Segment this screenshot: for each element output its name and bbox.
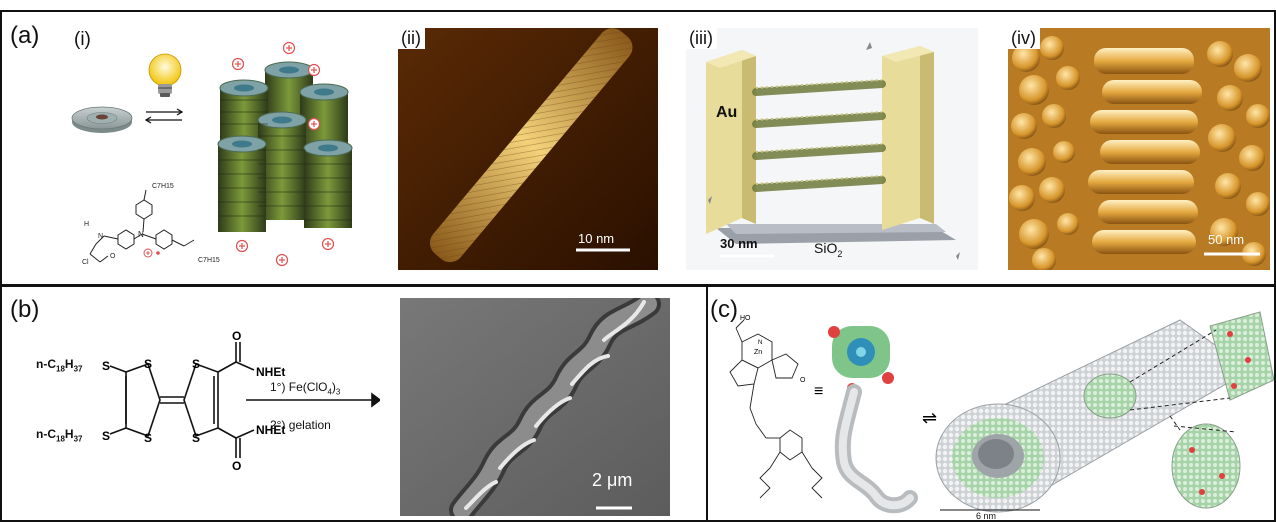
s-ring-3-label: S <box>192 357 200 371</box>
equilibrium-arrows-icon <box>144 108 184 124</box>
panel-a-ii-label: (ii) <box>398 28 425 49</box>
substituent-bottom-h: H <box>64 427 74 441</box>
substrate-label: SiO2 <box>814 240 842 259</box>
triarylamine-structure <box>89 189 195 263</box>
panel-a-label: (a) <box>10 22 40 49</box>
radical-cation-icon <box>143 248 160 258</box>
chem-ho-label: HO <box>740 315 751 322</box>
amide-bottom-label: NHEt <box>256 423 285 437</box>
s-atom-bottom-label: S <box>102 429 110 443</box>
scale-bar-ii-label: 10 nm <box>578 231 615 246</box>
substituent-bottom-sub37: 37 <box>73 434 83 444</box>
step1-close: ) <box>331 380 336 394</box>
equiv-symbol: ≡ <box>814 383 823 400</box>
single-disk-icon <box>71 106 133 133</box>
panel-a-iv-label: (iv) <box>1008 28 1040 49</box>
chem-c7h15-bot: C7H15 <box>198 257 220 264</box>
substituent-bottom-prefix: n-C <box>36 427 56 441</box>
substituent-top-prefix: n-C <box>36 357 56 371</box>
panel-a-iv-afm-image: (iv) 50 nm <box>1008 28 1270 270</box>
panel-b-sem-image: 2 μm <box>400 298 670 516</box>
chem-h-label: H <box>84 221 89 228</box>
substituent-top-label: n-C18H37 <box>36 357 82 373</box>
s-ring-4-label: S <box>192 431 200 445</box>
substrate-subscript: 2 <box>837 248 843 259</box>
panel-c-nanotube <box>935 311 1274 513</box>
step1-prefix: 1°) Fe(ClO <box>270 380 328 394</box>
s-ring-2-label: S <box>144 431 152 445</box>
chem-zn-label: Zn <box>754 349 762 356</box>
chem-n2-label: N <box>98 233 103 240</box>
chem-cl-label: Cl <box>82 259 89 266</box>
panel-a-i-label: (i) <box>74 29 91 50</box>
reaction-step-1: 1°) Fe(ClO4)3 <box>270 380 340 396</box>
substituent-bottom-label: n-C18H37 <box>36 427 82 443</box>
panel-a-i-schematic: N H N Cl O C7H15 C7H15 <box>71 41 353 267</box>
panel-c-structure: HO Zn N O ≡ ⇌ <box>729 315 937 514</box>
substrate-text: SiO <box>814 240 838 256</box>
amide-top-label: NHEt <box>256 365 285 379</box>
substituent-top-sub37: 37 <box>73 364 83 374</box>
carbonyl-bottom-label: O <box>232 459 241 470</box>
nanotube-scale-label: 6 nm <box>976 511 997 521</box>
panel-c-label: (c) <box>710 296 738 323</box>
chem-c7h15-top: C7H15 <box>152 183 174 190</box>
substituent-bottom-sub18: 18 <box>56 434 65 444</box>
space-filling-model <box>828 326 918 514</box>
step1-sub4: 4 <box>327 387 332 397</box>
panel-b-label: (b) <box>10 296 40 323</box>
scale-bar-iii-label: 30 nm <box>720 236 758 251</box>
carbonyl-top-label: O <box>232 330 241 343</box>
chem-n-label: N <box>138 230 144 239</box>
s-ring-1-label: S <box>144 357 152 371</box>
electrode-label: Au <box>716 104 738 121</box>
panel-a-ii-afm-image: (ii) 10 nm <box>398 28 658 270</box>
light-bulb-icon <box>148 53 182 97</box>
equilibrium-symbol: ⇌ <box>922 408 937 428</box>
step1-sub3: 3 <box>335 387 341 397</box>
chem-o-label: O <box>110 253 116 260</box>
panel-b-ttf-structure: S S S S S S O O NHEt NHEt <box>102 330 380 470</box>
panel-c-frame <box>706 285 1276 522</box>
substituent-top-h: H <box>64 357 74 371</box>
scale-bar-iv-label: 50 nm <box>1208 232 1245 247</box>
chem-o-label-c: O <box>800 377 806 384</box>
substituent-top-sub18: 18 <box>56 364 65 374</box>
reaction-step-2: 2°) gelation <box>270 418 331 432</box>
panel-a-iii-label: (iii) <box>686 28 717 49</box>
chem-n-label-c: N <box>758 340 762 346</box>
s-atom-top-label: S <box>102 359 110 373</box>
panel-a-iii-device-image: (iii) Au SiO2 30 nm <box>686 28 978 270</box>
sem-scale-label: 2 μm <box>592 470 633 490</box>
disk-stacks-icon <box>217 61 353 232</box>
